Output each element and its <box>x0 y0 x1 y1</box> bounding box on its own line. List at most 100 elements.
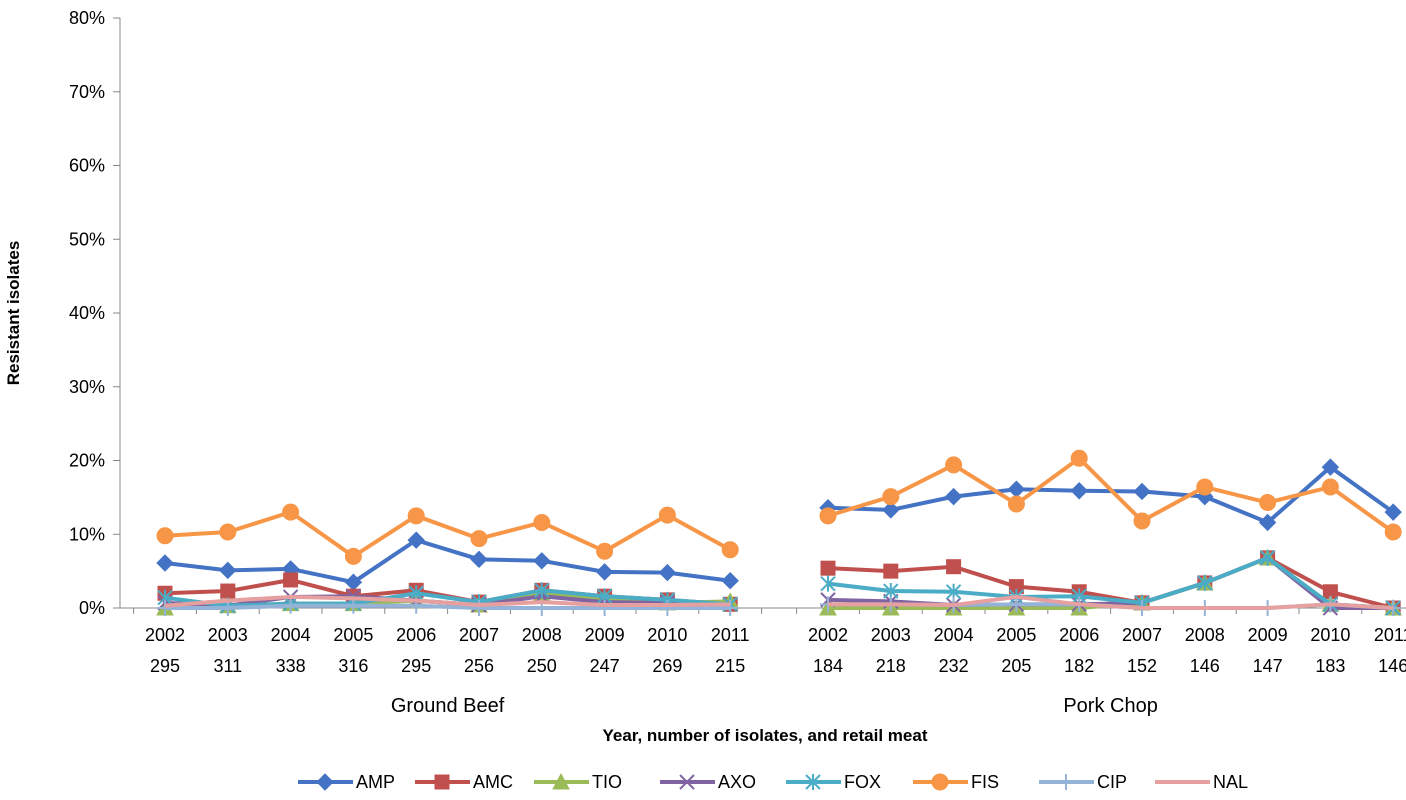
data-point <box>1133 482 1151 501</box>
x-tick-isolates: 311 <box>213 656 242 676</box>
data-point <box>820 560 836 576</box>
data-point <box>283 572 299 588</box>
legend-item-cip: CIP <box>1039 772 1127 792</box>
data-point <box>882 488 900 506</box>
data-point <box>1007 495 1025 513</box>
x-tick-year: 2010 <box>1310 625 1350 645</box>
x-axis-title: Year, number of isolates, and retail mea… <box>602 726 927 745</box>
data-point <box>282 597 299 614</box>
legend-label: FIS <box>971 772 999 792</box>
legend-label: TIO <box>592 772 622 792</box>
data-point <box>679 774 695 790</box>
x-tick-isolates: 146 <box>1190 656 1220 676</box>
x-tick-isolates: 218 <box>876 656 906 676</box>
data-point <box>883 563 899 579</box>
x-tick-isolates: 152 <box>1127 656 1157 676</box>
data-point <box>1196 478 1214 496</box>
y-tick-label: 50% <box>69 229 105 249</box>
data-point <box>219 600 236 616</box>
data-point <box>434 774 450 790</box>
x-tick-year: 2003 <box>208 625 248 645</box>
data-point <box>1258 513 1277 532</box>
legend-label: AMP <box>356 772 395 792</box>
x-tick-year: 2006 <box>396 625 436 645</box>
x-tick-isolates: 215 <box>715 656 745 676</box>
data-point <box>219 561 237 580</box>
data-point <box>596 600 613 616</box>
y-ticks: 0% 10% 20% 30% 40% 50% 60% 70% 80% <box>69 8 120 618</box>
series-line <box>827 456 1395 534</box>
x-tick-year: 2004 <box>934 625 974 645</box>
x-tick-isolates: 256 <box>464 656 494 676</box>
series-line <box>827 555 1394 610</box>
y-tick-label: 10% <box>69 524 105 544</box>
x-tick-isolates: 183 <box>1315 656 1345 676</box>
x-tick-isolates: 316 <box>338 656 368 676</box>
x-tick-isolates: 146 <box>1378 656 1406 676</box>
data-point <box>219 523 237 541</box>
x-tick-year: 2004 <box>271 625 311 645</box>
data-point <box>595 563 614 581</box>
data-point <box>659 600 676 616</box>
data-point <box>220 583 236 599</box>
data-point <box>596 542 614 560</box>
data-point <box>407 531 425 549</box>
data-point <box>344 547 362 565</box>
data-point <box>1008 596 1025 613</box>
series-line <box>164 594 731 608</box>
data-point <box>471 600 487 616</box>
data-point <box>1197 574 1213 591</box>
x-tick-year: 2011 <box>711 625 750 645</box>
x-tick-year: 2008 <box>1185 625 1225 645</box>
data-point <box>407 507 425 525</box>
x-tick-isolates: 147 <box>1253 656 1283 676</box>
data-point <box>470 530 488 548</box>
data-point <box>819 507 837 525</box>
x-tick-year: 2008 <box>522 625 562 645</box>
legend-item-fis: FIS <box>913 772 999 792</box>
data-point <box>1133 512 1151 530</box>
group-label: Ground Beef <box>391 695 505 717</box>
series-line <box>165 603 731 610</box>
data-point <box>345 597 362 614</box>
legend-label: AXO <box>718 772 756 792</box>
data-point <box>533 552 551 570</box>
data-point <box>1259 549 1276 566</box>
series-line <box>827 465 1395 525</box>
data-point <box>946 559 962 575</box>
legend-item-nal: NAL <box>1155 772 1248 792</box>
series-line <box>164 510 732 559</box>
y-tick-label: 30% <box>69 377 105 397</box>
legend-label: FOX <box>844 772 881 792</box>
x-tick-isolates: 295 <box>150 656 180 676</box>
data-point <box>882 501 900 519</box>
x-tick-year: 2009 <box>1248 625 1288 645</box>
y-axis-title: Resistant isolates <box>4 241 23 386</box>
series-line <box>827 555 1394 610</box>
x-tick-year: 2006 <box>1059 625 1099 645</box>
data-point <box>658 506 676 524</box>
data-point <box>470 550 488 569</box>
y-tick-label: 80% <box>69 8 105 28</box>
data-point <box>1384 523 1402 541</box>
x-tick-year: 2005 <box>333 625 373 645</box>
x-tick-year: 2007 <box>459 625 499 645</box>
data-point <box>820 575 836 592</box>
legend: AMP AMC TIO AXO FOX FIS CIP NAL <box>298 772 1248 792</box>
x-tick-isolates: 232 <box>939 656 969 676</box>
data-point <box>552 772 570 790</box>
x-tick-isolates: 250 <box>527 656 557 676</box>
x-tick-year: 2009 <box>585 625 625 645</box>
x-tick-isolates: 205 <box>1001 656 1031 676</box>
x-tick-year: 2003 <box>871 625 911 645</box>
data-point <box>805 774 821 790</box>
data-point <box>533 513 551 531</box>
data-point <box>1259 494 1277 512</box>
data-point <box>157 600 173 616</box>
data-point <box>156 527 174 545</box>
data-point <box>156 554 174 572</box>
data-point <box>1070 482 1088 500</box>
x-tick-isolates: 247 <box>590 656 620 676</box>
data-point <box>658 563 677 582</box>
